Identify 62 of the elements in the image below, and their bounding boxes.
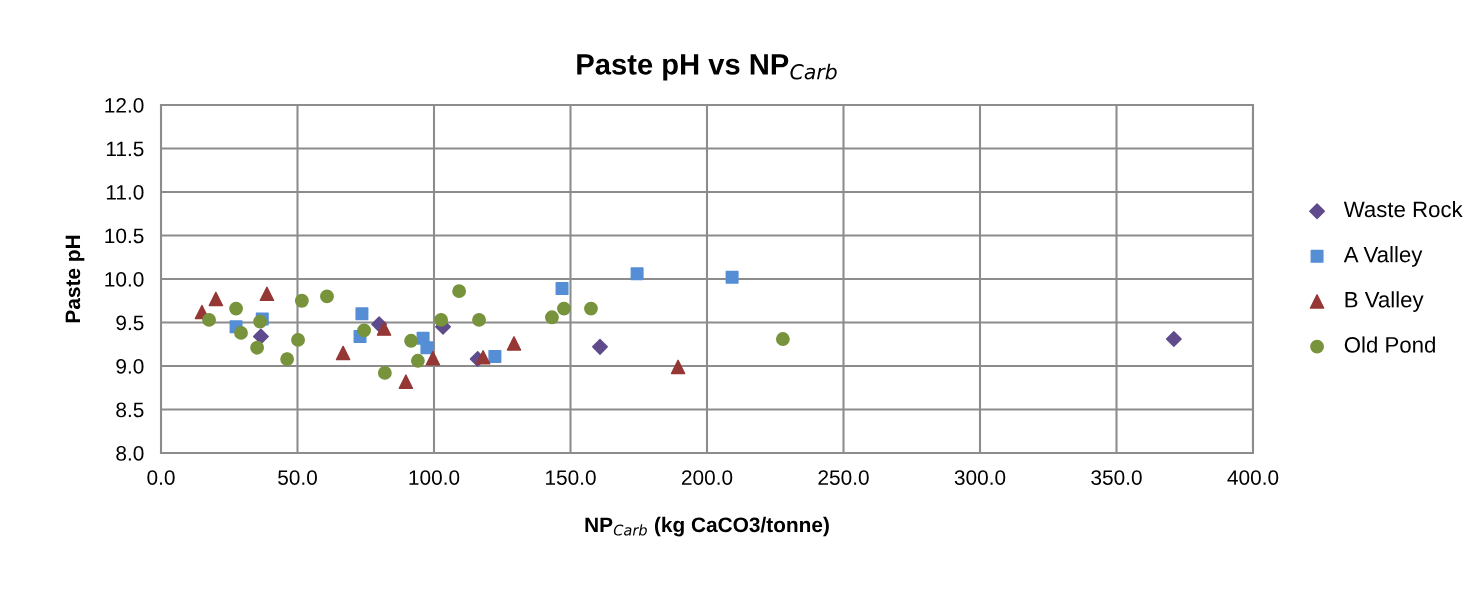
legend-label: Waste Rock — [1343, 200, 1463, 218]
y-tick-label: 9.5 — [116, 315, 144, 331]
point — [259, 286, 275, 302]
point — [398, 374, 414, 389]
point — [376, 321, 392, 336]
point — [335, 345, 351, 361]
point — [725, 270, 739, 284]
x-tick-label: 50.0 — [278, 470, 317, 485]
point — [410, 353, 425, 368]
legend-label: A Valley — [1343, 246, 1423, 267]
x-tick-label: 350.0 — [1091, 470, 1142, 485]
point — [280, 352, 295, 366]
point — [452, 284, 467, 299]
x-tick-label: 200.0 — [681, 470, 733, 485]
legend-label: Old Pond — [1344, 336, 1435, 353]
point — [434, 312, 449, 327]
point — [320, 289, 334, 304]
point — [506, 336, 522, 351]
x-tick-label: 0.0 — [147, 470, 175, 485]
point — [355, 307, 369, 321]
point — [377, 366, 392, 380]
point — [234, 326, 248, 340]
legend-label: B Valley — [1345, 291, 1424, 312]
point — [202, 312, 216, 327]
y-tick-label: 9.0 — [116, 359, 144, 374]
point — [404, 333, 418, 348]
point — [630, 267, 644, 281]
point — [425, 350, 441, 366]
y-tick-label: 8.5 — [116, 402, 144, 418]
y-tick-label: 12.0 — [105, 98, 144, 113]
x-tick-label: 400.0 — [1227, 470, 1279, 485]
y-tick-label: 10.5 — [105, 228, 144, 244]
point — [291, 332, 305, 347]
x-tick-label: 100.0 — [409, 470, 460, 485]
x-tick-label: 300.0 — [954, 470, 1006, 485]
point — [592, 338, 608, 355]
point — [229, 301, 243, 316]
point — [775, 332, 790, 346]
point — [545, 310, 559, 325]
point — [208, 291, 224, 307]
x-tick-label: 150.0 — [546, 470, 596, 485]
point — [252, 328, 269, 345]
y-tick-label: 8.0 — [116, 446, 144, 461]
point — [475, 350, 491, 365]
point — [357, 323, 372, 338]
point — [584, 301, 598, 316]
point — [472, 312, 486, 327]
y-tick-label: 10.0 — [105, 272, 144, 287]
y-tick-label: 11.5 — [106, 141, 144, 157]
point — [557, 301, 571, 316]
point — [488, 349, 502, 363]
x-axis-title: NP$_{Carb}$ (kg CaCO3/tonne) — [585, 516, 829, 537]
chart-title: Paste pH vs NP$_{Carb}$ — [577, 54, 837, 81]
y-tick-label: 11.0 — [106, 185, 144, 200]
point — [294, 293, 309, 308]
point — [420, 341, 434, 355]
point — [1165, 331, 1182, 348]
point — [670, 359, 686, 375]
point — [555, 282, 569, 296]
y-axis-title: Paste pH — [65, 235, 85, 323]
x-tick-label: 250.0 — [818, 470, 869, 485]
point — [250, 340, 265, 355]
